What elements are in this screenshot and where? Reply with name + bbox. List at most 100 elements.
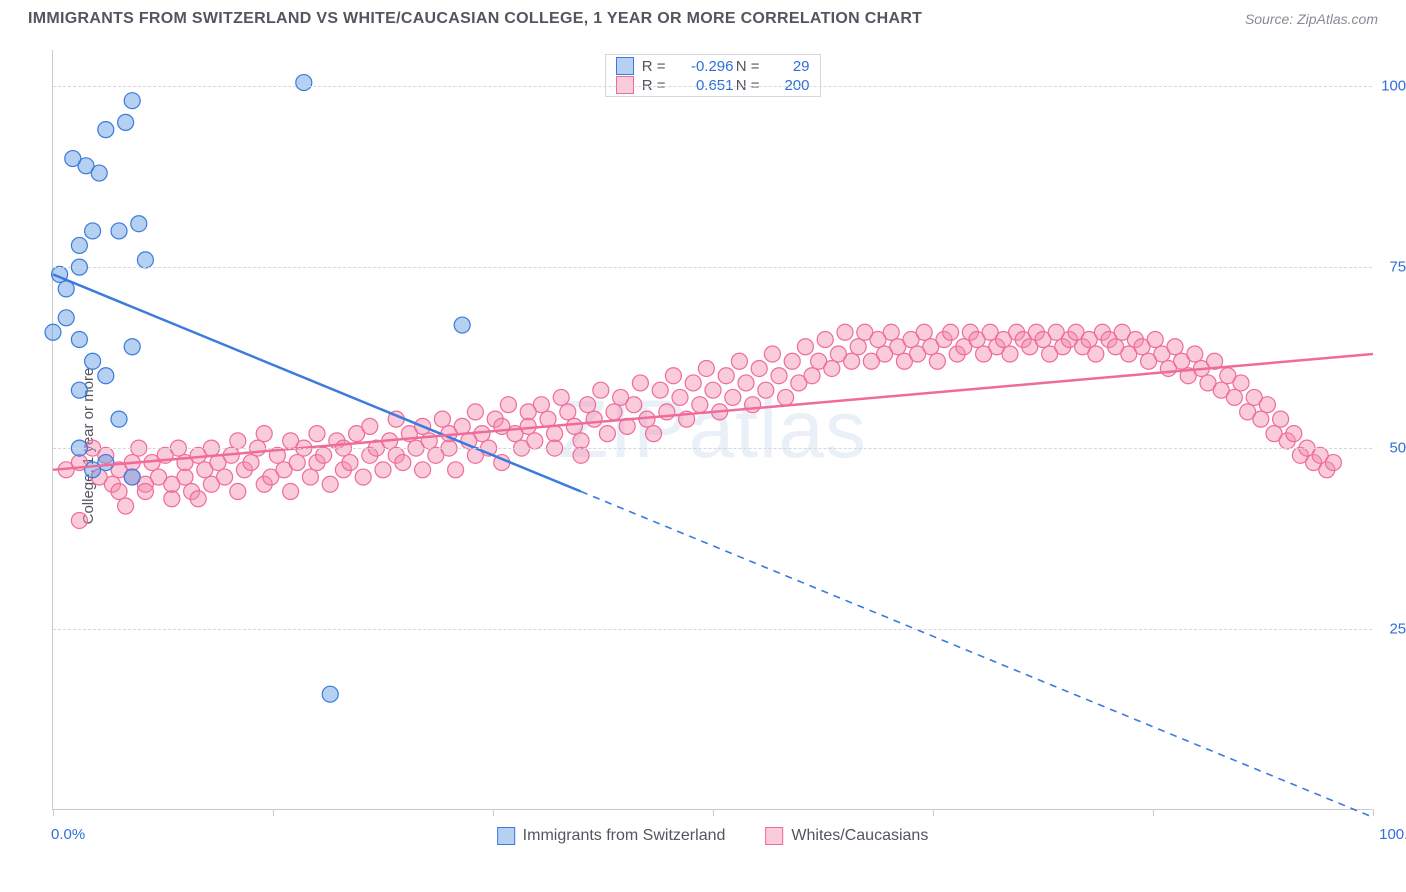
data-point [58, 310, 74, 326]
gridline [53, 86, 1372, 87]
data-point [137, 484, 153, 500]
data-point [177, 469, 193, 485]
x-tick [53, 809, 54, 816]
data-point [1253, 411, 1269, 427]
data-point [824, 360, 840, 376]
data-point [593, 382, 609, 398]
data-point [771, 368, 787, 384]
data-point [362, 418, 378, 434]
data-point [573, 433, 589, 449]
data-point [692, 397, 708, 413]
x-tick [1373, 809, 1374, 816]
data-point [1226, 389, 1242, 405]
data-point [1187, 346, 1203, 362]
data-point [124, 339, 140, 355]
gridline [53, 448, 1372, 449]
chart-plot-area: ZIPatlas R =-0.296N =29R =0.651N =200 0.… [52, 50, 1372, 810]
scatter-svg [53, 50, 1372, 809]
data-point [296, 75, 312, 91]
data-point [322, 476, 338, 492]
legend-item: Immigrants from Switzerland [497, 827, 726, 845]
data-point [1088, 346, 1104, 362]
data-point [309, 426, 325, 442]
data-point [705, 382, 721, 398]
data-point [725, 389, 741, 405]
legend-label: Whites/Caucasians [791, 827, 928, 844]
x-tick [713, 809, 714, 816]
data-point [289, 455, 305, 471]
legend-label: Immigrants from Switzerland [523, 827, 726, 844]
data-point [566, 418, 582, 434]
data-point [533, 397, 549, 413]
chart-title: IMMIGRANTS FROM SWITZERLAND VS WHITE/CAU… [28, 10, 922, 28]
data-point [98, 455, 114, 471]
data-point [837, 324, 853, 340]
data-point [448, 462, 464, 478]
data-point [850, 339, 866, 355]
legend-swatch [765, 827, 783, 845]
regression-line-extrapolated [581, 492, 1373, 818]
chart-header: IMMIGRANTS FROM SWITZERLAND VS WHITE/CAU… [0, 0, 1406, 32]
data-point [124, 469, 140, 485]
data-point [599, 426, 615, 442]
data-point [1286, 426, 1302, 442]
data-point [316, 447, 332, 463]
data-point [256, 426, 272, 442]
data-point [778, 389, 794, 405]
data-point [586, 411, 602, 427]
data-point [1259, 397, 1275, 413]
data-point [217, 469, 233, 485]
x-tick [1153, 809, 1154, 816]
data-point [395, 455, 411, 471]
data-point [131, 216, 147, 232]
data-point [243, 455, 259, 471]
data-point [817, 332, 833, 348]
data-point [230, 433, 246, 449]
data-point [98, 368, 114, 384]
data-point [1002, 346, 1018, 362]
x-tick [493, 809, 494, 816]
data-point [580, 397, 596, 413]
data-point [454, 317, 470, 333]
data-point [764, 346, 780, 362]
data-point [111, 223, 127, 239]
data-point [672, 389, 688, 405]
data-point [553, 389, 569, 405]
data-point [573, 447, 589, 463]
data-point [685, 375, 701, 391]
data-point [467, 404, 483, 420]
data-point [71, 237, 87, 253]
data-point [527, 433, 543, 449]
data-point [342, 455, 358, 471]
data-point [626, 397, 642, 413]
data-point [1167, 339, 1183, 355]
data-point [547, 426, 563, 442]
data-point [164, 491, 180, 507]
data-point [1147, 332, 1163, 348]
data-point [283, 484, 299, 500]
series-legend: Immigrants from Switzerland Whites/Caucas… [497, 827, 929, 845]
legend-item: Whites/Caucasians [765, 827, 928, 845]
x-axis-min-label: 0.0% [51, 826, 85, 843]
gridline [53, 267, 1372, 268]
data-point [1273, 411, 1289, 427]
data-point [111, 484, 127, 500]
data-point [1325, 455, 1341, 471]
data-point [1233, 375, 1249, 391]
x-tick [933, 809, 934, 816]
data-point [85, 353, 101, 369]
data-point [632, 375, 648, 391]
data-point [738, 375, 754, 391]
data-point [646, 426, 662, 442]
data-point [500, 397, 516, 413]
data-point [415, 462, 431, 478]
legend-swatch [497, 827, 515, 845]
y-tick-label: 25.0% [1377, 621, 1406, 638]
data-point [302, 469, 318, 485]
data-point [118, 114, 134, 130]
data-point [322, 686, 338, 702]
data-point [929, 353, 945, 369]
data-point [804, 368, 820, 384]
data-point [355, 469, 371, 485]
data-point [190, 491, 206, 507]
